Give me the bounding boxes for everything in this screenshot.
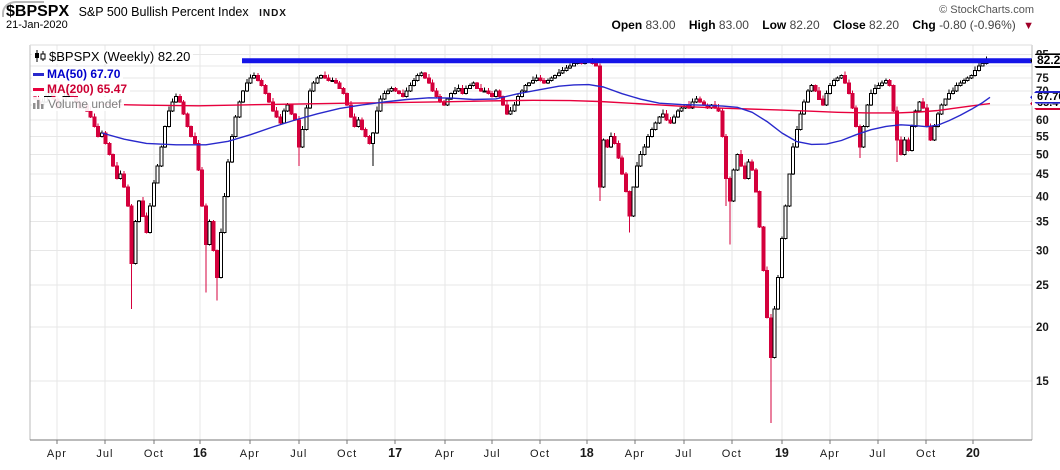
svg-text:Oct: Oct: [337, 448, 357, 460]
instrument-name: S&P 500 Bullish Percent Index: [78, 5, 249, 19]
volume-bars-icon: [33, 98, 45, 109]
gridlines: [30, 45, 1032, 440]
ma50-line: [101, 83, 991, 146]
ma50-price-tag: 67.70: [1030, 90, 1060, 104]
ticker-symbol: $BPSPX: [6, 3, 70, 20]
candlestick-icon: [33, 50, 46, 62]
svg-text:50: 50: [1036, 149, 1049, 161]
svg-text:75: 75: [1036, 73, 1049, 85]
svg-text:15: 15: [1036, 376, 1049, 388]
ma50-tag-value: 67.70: [1037, 90, 1060, 103]
svg-text:18: 18: [580, 446, 594, 460]
svg-text:Oct: Oct: [530, 448, 550, 460]
svg-text:25: 25: [1036, 280, 1049, 292]
svg-text:Apr: Apr: [240, 448, 260, 460]
quote-date: 21-Jan-2020: [6, 19, 68, 31]
close-label: Close: [832, 18, 866, 32]
copyright-notice: © StockCharts.com: [939, 4, 1034, 16]
chg-label: Chg: [912, 18, 936, 32]
chart-title: $BPSPX S&P 500 Bullish Percent Index IND…: [6, 3, 287, 21]
legend-series-label: $BPSPX (Weekly) 82.20: [49, 49, 191, 64]
svg-text:35: 35: [1036, 217, 1049, 229]
ma200-line-swatch: [33, 88, 44, 91]
ma200-line: [101, 99, 991, 114]
panel-rounded-corner: [2, 1, 44, 17]
plot-border: [29, 44, 1033, 441]
svg-text:Jul: Jul: [869, 448, 886, 460]
close-value: 82.20: [869, 18, 900, 32]
legend-volume: Volume undef: [32, 97, 125, 111]
svg-text:Apr: Apr: [47, 448, 67, 460]
high-value: 83.00: [718, 18, 749, 32]
low-label: Low: [762, 18, 787, 32]
last-price-tag: 82.20: [1030, 53, 1060, 69]
down-arrow-icon: ▼: [1023, 20, 1034, 32]
svg-text:Apr: Apr: [435, 448, 455, 460]
svg-text:Jul: Jul: [290, 448, 307, 460]
svg-text:Jul: Jul: [96, 448, 113, 460]
svg-text:Jul: Jul: [675, 448, 692, 460]
last-price-tag-border: [1030, 53, 1060, 69]
svg-text:Oct: Oct: [722, 448, 742, 460]
svg-text:17: 17: [388, 446, 402, 460]
legend-ma50: MA(50) 67.70: [32, 67, 124, 81]
legend-volume-label: Volume undef: [48, 97, 122, 111]
svg-text:20: 20: [1036, 322, 1049, 334]
svg-text:Oct: Oct: [916, 448, 936, 460]
legend-ma200-label: MA(200) 65.47: [47, 82, 128, 96]
svg-text:45: 45: [1036, 169, 1049, 181]
svg-text:40: 40: [1036, 191, 1049, 203]
ma50-line-swatch: [33, 73, 44, 76]
svg-text:60: 60: [1036, 115, 1049, 127]
svg-text:Oct: Oct: [144, 448, 164, 460]
exchange-label: INDX: [259, 8, 287, 19]
svg-text:Apr: Apr: [625, 448, 645, 460]
ma50-tag-border: [1030, 90, 1060, 104]
svg-text:55: 55: [1036, 131, 1049, 143]
legend-series: $BPSPX (Weekly) 82.20: [32, 49, 194, 64]
svg-text:Jul: Jul: [484, 448, 501, 460]
svg-text:16: 16: [193, 446, 207, 460]
legend-ma200: MA(200) 65.47: [32, 82, 131, 96]
x-axis: Apr Jul Oct 16 Apr Jul Oct 17 Apr Jul Oct 18 Apr Jul O…: [47, 440, 980, 460]
open-value: 83.00: [645, 18, 676, 32]
svg-text:Apr: Apr: [820, 448, 840, 460]
chg-value: -0.80 (-0.96%): [939, 18, 1016, 32]
last-price-tag-value: 82.20: [1037, 53, 1060, 68]
legend-ma50-label: MA(50) 67.70: [47, 67, 121, 81]
svg-text:19: 19: [775, 446, 789, 460]
svg-text:20: 20: [966, 446, 980, 460]
open-label: Open: [611, 18, 643, 32]
high-label: High: [688, 18, 716, 32]
low-value: 82.20: [789, 18, 820, 32]
svg-text:30: 30: [1036, 246, 1049, 258]
candlesticks: [33, 56, 992, 424]
ohlc-quote-bar: Open 83.00 High 83.00 Low 82.20 Close 82…: [611, 18, 1034, 32]
